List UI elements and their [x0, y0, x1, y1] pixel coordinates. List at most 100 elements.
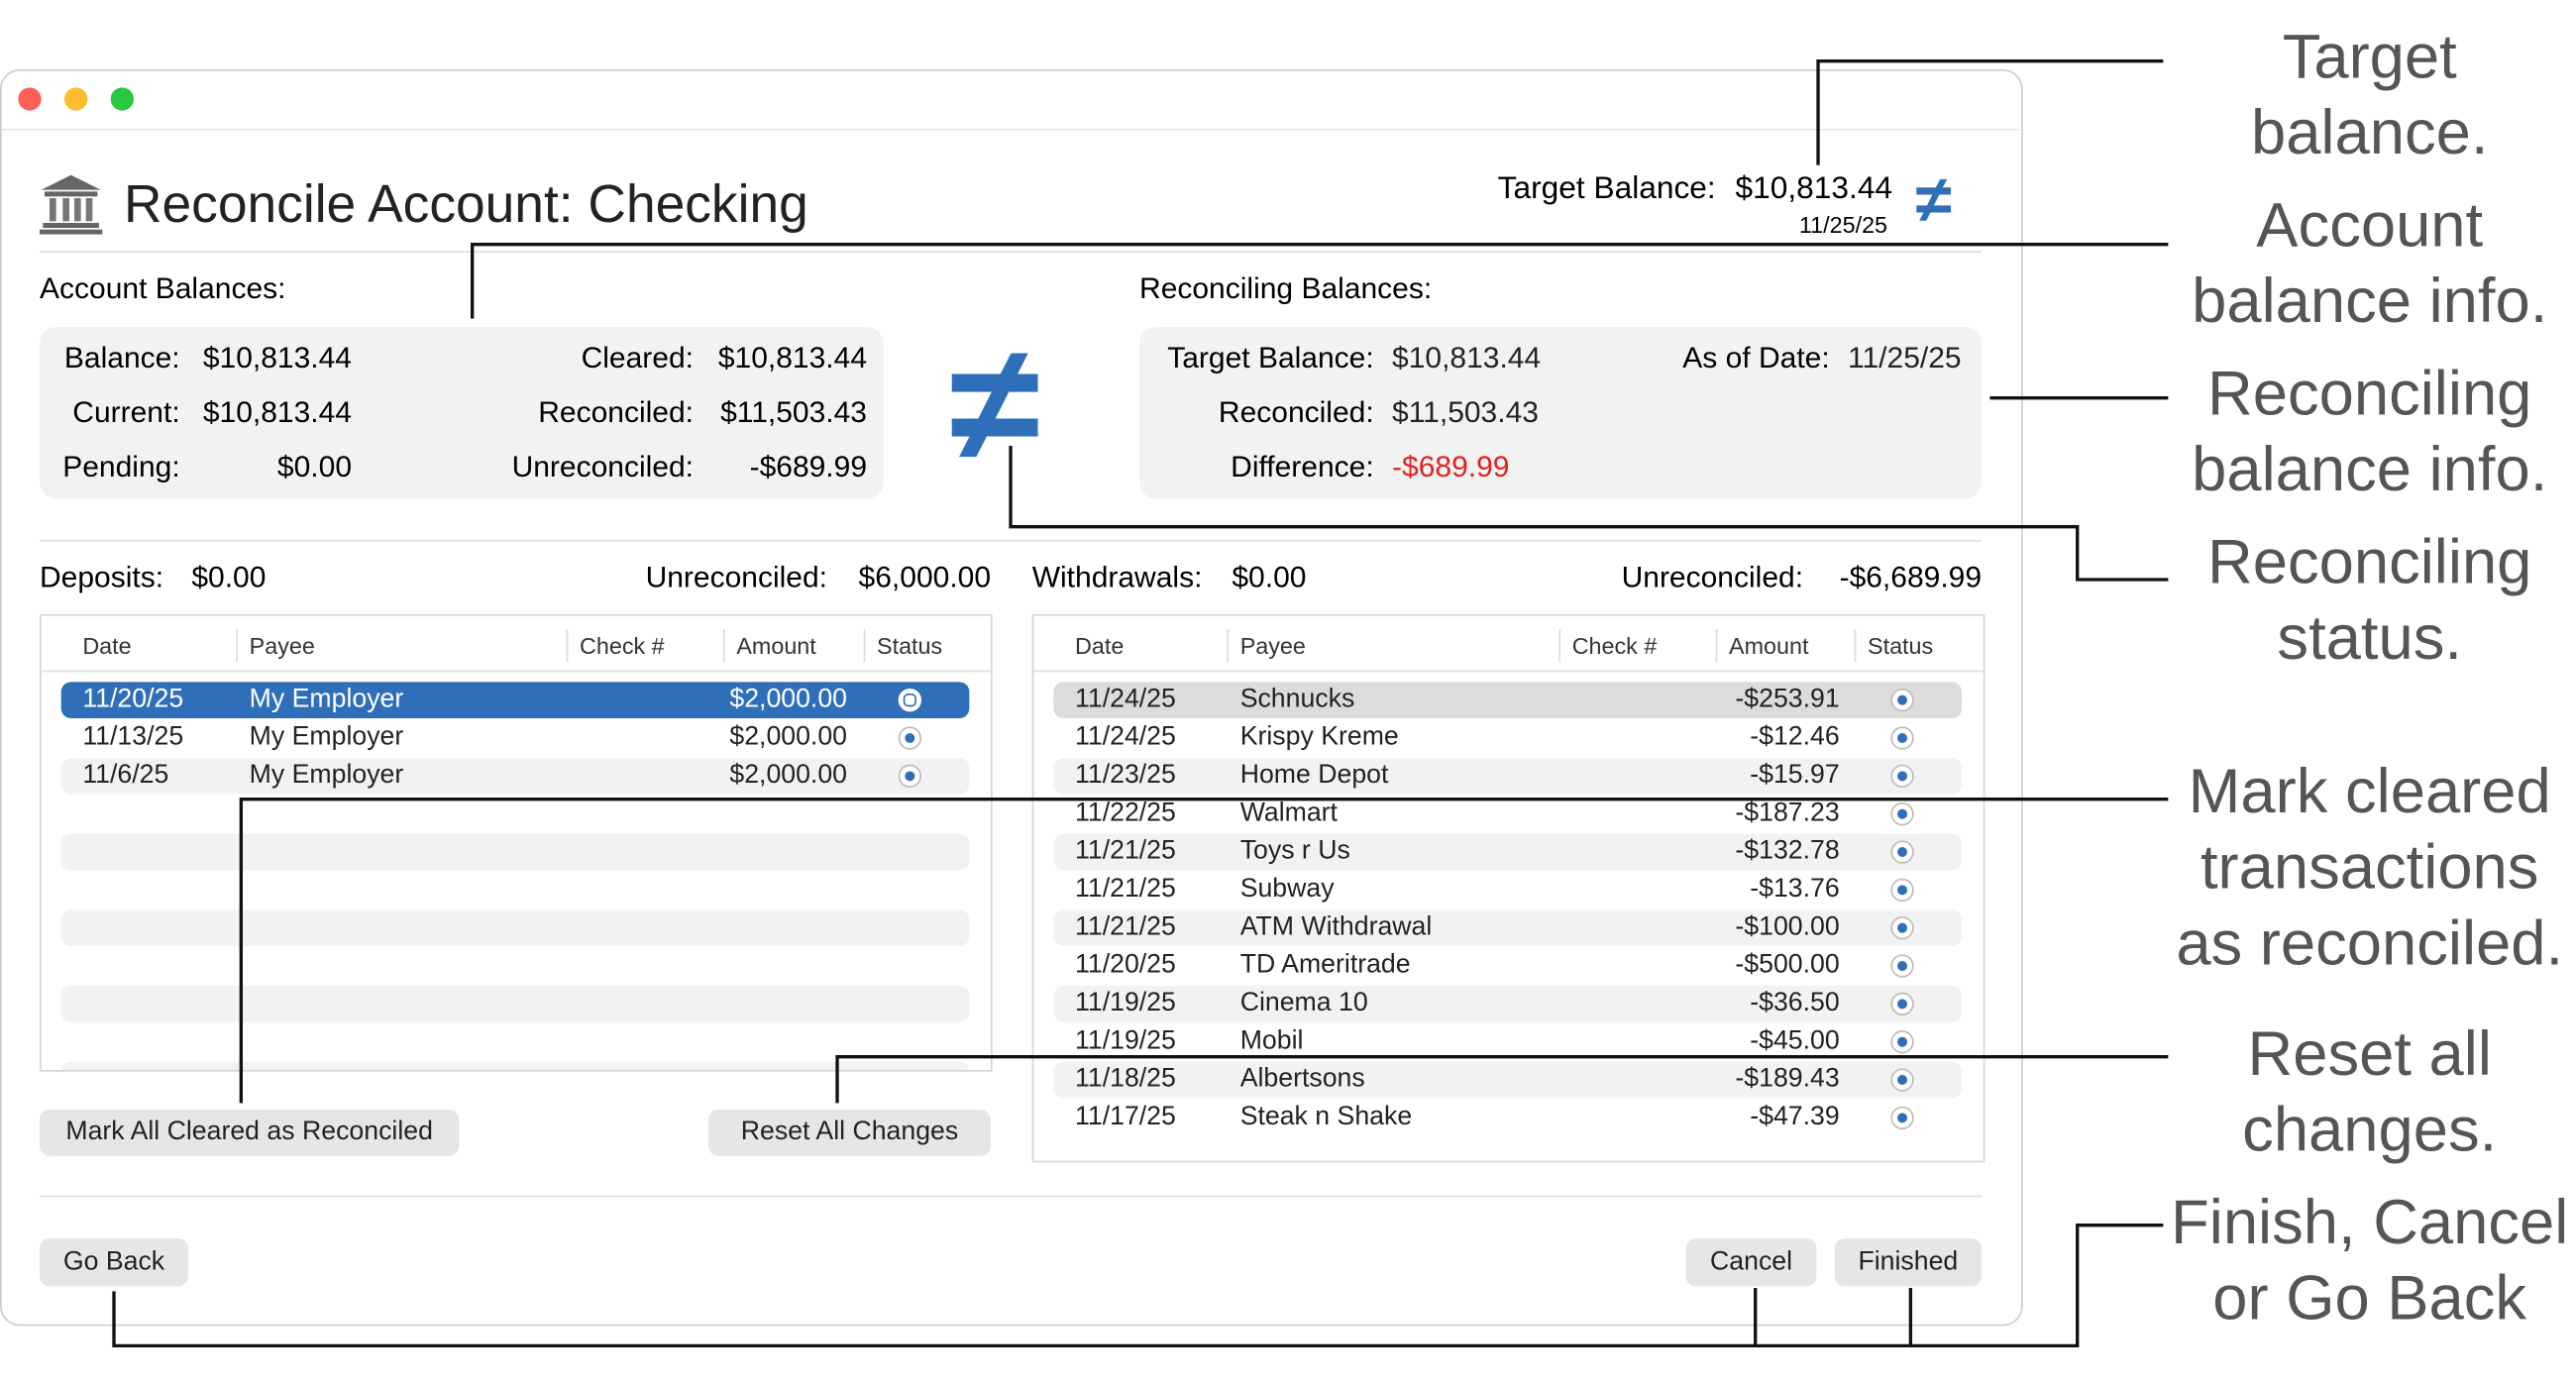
header-divider — [41, 670, 992, 673]
amount-cell: -$100.00 — [1735, 912, 1840, 942]
row — [60, 758, 970, 795]
account-heading: Account Balances: — [40, 271, 286, 305]
reconciling-label: As of Date: — [1682, 341, 1830, 374]
balance-label: Pending: — [62, 450, 180, 483]
deposits-unreconciled-label: Unreconciled: — [645, 560, 828, 594]
date-cell: 11/20/25 — [82, 685, 184, 714]
finished-button[interactable]: Finished — [1834, 1238, 1983, 1287]
payee-cell: ATM Withdrawal — [1239, 912, 1433, 942]
date-cell: 11/20/25 — [1075, 951, 1176, 980]
reset-button[interactable]: Reset All Changes — [708, 1110, 992, 1156]
amount-cell: $2,000.00 — [729, 723, 848, 752]
date-cell: 11/19/25 — [1075, 989, 1176, 1017]
close-button[interactable] — [18, 87, 42, 111]
go-back-button[interactable]: Go Back — [40, 1238, 189, 1287]
deposits-unreconciled-value: $6,000.00 — [858, 560, 992, 594]
status-dot — [1897, 733, 1908, 744]
withdrawals-table: Date Payee Check # Amount Status 11/24/25 Schn… — [1031, 614, 1986, 1163]
callout-line: balance. — [2250, 99, 2489, 169]
column-header: Date — [1075, 632, 1125, 660]
column-divider — [863, 629, 866, 663]
payee-cell: Subway — [1239, 875, 1335, 904]
date-cell: 11/22/25 — [1075, 799, 1176, 828]
reconciling-value: -$689.99 — [1392, 450, 1510, 483]
target-date: 11/25/25 — [1798, 211, 1888, 239]
row — [1053, 682, 1963, 719]
minimize-button[interactable] — [64, 87, 88, 111]
payee-cell: TD Ameritrade — [1239, 951, 1411, 980]
reconciling-label: Difference: — [1231, 450, 1374, 483]
withdrawals-label: Withdrawals: — [1031, 560, 1203, 594]
callout-line: status. — [2277, 604, 2462, 675]
reconciling-value: $10,813.44 — [1392, 341, 1542, 374]
status-dot — [1897, 1036, 1908, 1047]
date-cell: 11/17/25 — [1075, 1103, 1176, 1131]
status-toggle[interactable] — [1890, 764, 1914, 789]
callout-line: balance info. — [2192, 267, 2548, 338]
withdrawals-unreconciled-label: Unreconciled: — [1621, 560, 1804, 594]
date-cell: 11/6/25 — [82, 761, 169, 790]
status-icon: ≠ — [1915, 163, 1952, 238]
cancel-button[interactable]: Cancel — [1685, 1238, 1817, 1287]
status-toggle[interactable] — [1890, 1068, 1914, 1092]
amount-cell: -$253.91 — [1735, 685, 1840, 714]
zoom-button[interactable] — [110, 87, 135, 111]
callout-line: Finish, Cancel — [2171, 1189, 2569, 1259]
target-value: $10,813.44 — [1735, 171, 1893, 207]
column-header: Status — [1868, 632, 1934, 660]
withdrawals-value: $0.00 — [1232, 560, 1307, 594]
row — [60, 986, 970, 1022]
status-toggle[interactable] — [1890, 689, 1914, 712]
divider — [40, 251, 1983, 254]
status-toggle[interactable] — [1890, 840, 1914, 864]
status-toggle[interactable] — [1890, 954, 1914, 978]
status-toggle[interactable] — [1890, 992, 1914, 1016]
column-header: Date — [82, 632, 132, 660]
mark-all-button[interactable]: Mark All Cleared as Reconciled — [40, 1110, 460, 1156]
payee-cell: My Employer — [249, 685, 404, 714]
status-toggle[interactable] — [898, 726, 922, 750]
status-toggle[interactable] — [1890, 878, 1914, 903]
status-toggle[interactable] — [898, 764, 922, 789]
column-header: Payee — [249, 632, 315, 660]
callout-line: Mark cleared — [2188, 758, 2551, 828]
balance-label: Cleared: — [581, 341, 695, 374]
reconciling-label: Reconciled: — [1218, 395, 1374, 429]
payee-cell: Toys r Us — [1239, 837, 1350, 866]
callout: Target balance. — [2155, 20, 2576, 171]
account-box — [40, 327, 884, 499]
callout-line: balance info. — [2192, 436, 2548, 506]
column-header: Check # — [580, 632, 665, 660]
payee-cell: My Employer — [249, 761, 404, 790]
status-toggle[interactable] — [1890, 916, 1914, 940]
callout-line: Reconciling — [2206, 528, 2532, 598]
callout-line: Target — [2282, 23, 2457, 93]
status-toggle[interactable] — [1890, 802, 1914, 826]
date-cell: 11/19/25 — [1075, 1026, 1176, 1056]
reconciling-label: Target Balance: — [1167, 341, 1374, 374]
callout-line: Reconciling — [2206, 360, 2532, 430]
status-toggle[interactable] — [898, 689, 922, 712]
payee-cell: My Employer — [249, 723, 404, 752]
column-header: Check # — [1571, 632, 1658, 660]
status-toggle[interactable] — [1890, 1030, 1914, 1054]
payee-cell: Mobil — [1239, 1026, 1304, 1056]
column-header: Status — [877, 632, 943, 660]
amount-cell: -$500.00 — [1735, 951, 1840, 980]
amount-cell: -$47.39 — [1750, 1103, 1840, 1131]
deposits-table: Date Payee Check # Amount Status 11/20/25 My E… — [40, 614, 993, 1072]
callout-line: as reconciled. — [2176, 909, 2564, 980]
callout: Reconciling status. — [2155, 525, 2576, 677]
column-divider — [566, 629, 569, 663]
withdrawals-unreconciled-value: -$6,689.99 — [1839, 560, 1983, 594]
amount-cell: $2,000.00 — [729, 685, 848, 714]
date-cell: 11/21/25 — [1075, 875, 1176, 904]
header-divider — [1033, 670, 1984, 673]
status-toggle[interactable] — [1890, 1106, 1914, 1130]
selected-row — [60, 682, 970, 719]
status-toggle[interactable] — [1890, 726, 1914, 750]
date-cell: 11/18/25 — [1075, 1065, 1176, 1094]
payee-cell: Walmart — [1239, 799, 1338, 828]
